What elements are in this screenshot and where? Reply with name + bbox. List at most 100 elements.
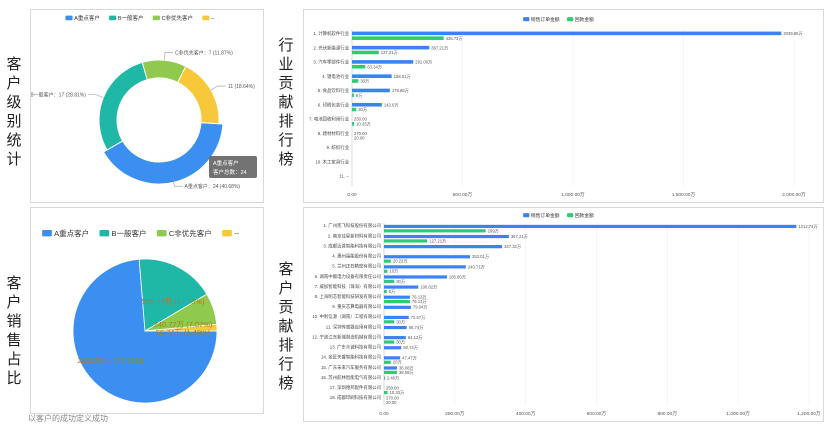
row-label-5: 5. 食品饮料行业 bbox=[318, 87, 350, 94]
x-tick-label-1: 200.00万 bbox=[445, 411, 465, 417]
tooltip-title: A重点客户 bbox=[213, 159, 239, 167]
payment-value-17: 10.33万 bbox=[390, 390, 405, 396]
order-value-16: 2.48万 bbox=[387, 376, 399, 382]
donut-label-3: 11 (18.64%) bbox=[228, 84, 255, 90]
order-value-3: 347.32万 bbox=[504, 244, 521, 250]
order-value-14: 47.47万 bbox=[402, 355, 417, 361]
row-label-10: 10. 木工家具行业 bbox=[315, 158, 349, 165]
row-label-16: 16. 苏州航林智能电气有限公司 bbox=[321, 374, 381, 381]
row-label-2: 2. 南京佳星新材料有限公司 bbox=[328, 232, 381, 239]
donut-slice-a bbox=[102, 122, 224, 185]
customer-sales-label: 客户销售占比 bbox=[6, 274, 22, 387]
legend-swatch-3 bbox=[222, 230, 232, 237]
row-label-7: 7. 威加智能科技（珠海）有限公司 bbox=[315, 283, 381, 290]
order-value-5: 179.86万 bbox=[392, 88, 409, 94]
order-value-7: 250.00 bbox=[354, 117, 367, 122]
order-bar-4 bbox=[384, 255, 471, 259]
row-label-11: 11. 深圳传感器应用有限公司 bbox=[326, 323, 381, 330]
industry-rank-bar-chart: 销售订单金额 回款金额 0.00 500.00万 1,000.00万 1,500.00万 2… bbox=[309, 16, 806, 198]
payment-value-6: 20万 bbox=[358, 107, 367, 113]
payment-bar-5 bbox=[352, 93, 354, 98]
customer-level-donut-chart: A重点客户 B一般客户 C非优先客户 -- A重点客户：24 (40.68%) B一般客户… bbox=[30, 14, 257, 190]
payment-bar-6 bbox=[384, 279, 395, 283]
row-label-4: 4. 惠州福能股份有限公司 bbox=[332, 253, 381, 260]
payment-bar-2 bbox=[384, 239, 428, 243]
order-value-4: 188.51万 bbox=[394, 74, 411, 80]
payment-value-10: 30万 bbox=[396, 319, 405, 325]
legend-swatch-1 bbox=[567, 213, 574, 218]
legend-label-0: 销售订单金额 bbox=[531, 16, 560, 23]
payment-bar-14 bbox=[384, 360, 391, 364]
row-label-17: 17. 深圳德邦配件有限公司 bbox=[330, 384, 381, 391]
pie-legend: A重点客户 B一般客户 C非优先客户 -- bbox=[42, 228, 240, 238]
payment-bar-10 bbox=[384, 320, 395, 324]
legend-label-2: C非优先客户 bbox=[162, 14, 193, 22]
row-label-9: 9. 纺织行业 bbox=[327, 144, 350, 151]
payment-value-8: 20.00 bbox=[354, 136, 365, 141]
payment-value-15: 38.08万 bbox=[399, 370, 414, 376]
donut-label-2: C非优先客户：7 (11.87%) bbox=[175, 49, 233, 56]
donut-slice-other bbox=[177, 65, 220, 125]
order-bar-10 bbox=[384, 315, 409, 320]
order-value-2: 367.21万 bbox=[511, 234, 528, 240]
x-tick-label-4: 800.00万 bbox=[658, 411, 678, 417]
payment-value-18: 20.00 bbox=[386, 400, 397, 405]
legend-label-0: A重点客户 bbox=[54, 228, 89, 238]
payment-bar-5 bbox=[384, 269, 388, 273]
x-tick-label-3: 600.00万 bbox=[587, 411, 607, 417]
order-bar-7 bbox=[384, 285, 419, 289]
order-value-7: 100.82万 bbox=[420, 285, 437, 291]
order-value-12: 64.12万 bbox=[408, 335, 423, 341]
legend-swatch-1 bbox=[99, 230, 110, 237]
payment-bar-7 bbox=[384, 289, 387, 294]
order-bar-5 bbox=[384, 265, 466, 269]
pie-label-3: 50.74万 (1.49%) bbox=[156, 328, 211, 337]
order-value-11: 66.74万 bbox=[409, 325, 424, 331]
payment-bar-1 bbox=[384, 229, 486, 233]
order-bar-6 bbox=[352, 102, 382, 107]
customer-level-label: 客户级别统计 bbox=[6, 55, 22, 168]
order-value-1: 2039.85万 bbox=[783, 31, 802, 37]
order-value-9: 79.04万 bbox=[413, 305, 428, 311]
payment-bar-4 bbox=[352, 79, 359, 83]
legend-label-2: C非优先客户 bbox=[169, 228, 212, 238]
row-label-14: 14. 金匠天睿智能科技有限公司 bbox=[321, 354, 381, 361]
order-bar-6 bbox=[384, 275, 447, 279]
row-label-10: 10. 中利信源（湖南）工程有限公司 bbox=[312, 313, 381, 320]
legend-swatch-0 bbox=[523, 17, 530, 22]
order-bar-15 bbox=[384, 366, 397, 370]
order-bar-9 bbox=[384, 305, 411, 309]
order-bar-2 bbox=[384, 234, 509, 239]
legend-label-3: -- bbox=[234, 229, 239, 238]
order-value-18: 270.00 bbox=[386, 396, 399, 401]
payment-bar-8 bbox=[384, 299, 410, 304]
order-value-1: 1212.74万 bbox=[798, 224, 817, 230]
order-value-2: 367.21万 bbox=[431, 45, 448, 51]
payment-value-7: 8万 bbox=[389, 289, 396, 295]
order-value-4: 253.01万 bbox=[472, 254, 489, 260]
legend-label-3: -- bbox=[211, 16, 215, 22]
order-bar-4 bbox=[352, 74, 392, 78]
payment-value-4: 20.23万 bbox=[393, 259, 408, 265]
pie-label-0: 2310.66万 (73.71%) bbox=[77, 356, 145, 365]
payment-bar-12 bbox=[384, 340, 395, 344]
row-label-7: 7. 电池回收利用行业 bbox=[309, 116, 350, 123]
x-tick-label-3: 1,500.00万 bbox=[672, 192, 696, 198]
legend-swatch-0 bbox=[42, 230, 52, 237]
donut-legend: A重点客户 B一般客户 C非优先客户 -- bbox=[65, 14, 215, 22]
payment-bar-2 bbox=[352, 50, 379, 55]
order-value-6: 185.00万 bbox=[449, 274, 466, 280]
x-tick-label-0: 0.00 bbox=[379, 411, 389, 417]
order-bar-1 bbox=[352, 31, 782, 36]
payment-value-14: 20万 bbox=[393, 360, 402, 366]
legend-swatch-0 bbox=[65, 15, 73, 21]
x-tick-label-6: 1,200.00万 bbox=[797, 411, 821, 417]
customer-rank-bar-chart: 销售订单金额 回款金额 0.00 200.00万 400.00万 600.00万 800.0… bbox=[312, 212, 821, 417]
payment-value-3: 63.34万 bbox=[367, 64, 382, 70]
legend-swatch-2 bbox=[152, 15, 160, 21]
legend-swatch-1 bbox=[109, 15, 117, 21]
legend-swatch-3 bbox=[202, 15, 210, 21]
pie-label-2: 240.77万 (7.07%) bbox=[154, 320, 213, 329]
row-label-2: 2. 光伏新能源行业 bbox=[313, 44, 349, 51]
